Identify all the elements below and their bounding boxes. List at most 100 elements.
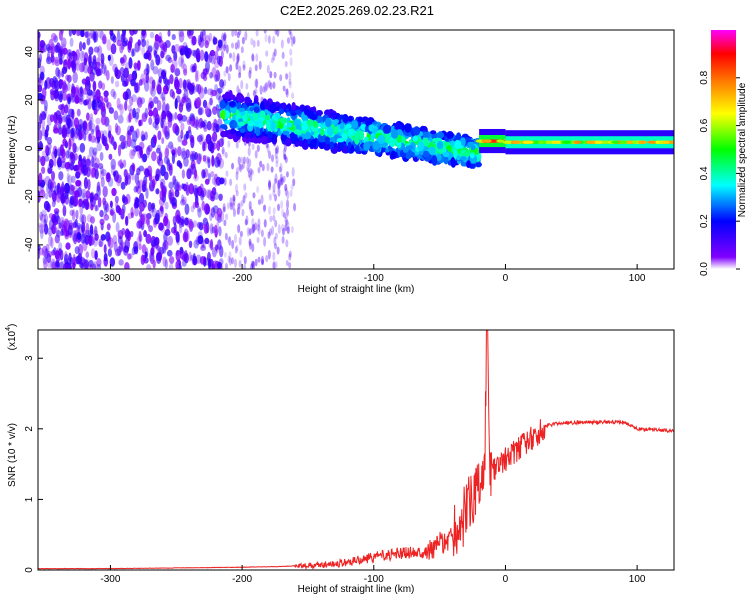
heatmap-cell xyxy=(404,123,412,133)
heatmap-cell xyxy=(38,92,43,101)
heatmap-cell xyxy=(196,50,200,63)
heatmap-cell xyxy=(276,246,280,255)
colorbar-tick-label: 0.4 xyxy=(699,166,710,180)
heatmap-cell xyxy=(185,97,192,110)
heatmap-cell xyxy=(212,260,218,268)
heatmap-cell xyxy=(103,252,108,262)
heatmap-cell xyxy=(215,69,221,82)
heatmap-cell xyxy=(105,172,111,183)
heatmap-cell xyxy=(46,253,52,264)
heatmap-cell xyxy=(200,134,205,142)
heatmap-cell xyxy=(100,114,107,126)
heatmap-cell xyxy=(81,78,87,85)
heatmap-cell xyxy=(272,51,276,61)
heatmap-cell xyxy=(273,178,277,185)
heatmap-cell xyxy=(80,30,85,38)
heatmap-cell xyxy=(351,119,359,129)
heatmap-cell xyxy=(267,79,271,88)
heatmap-cell xyxy=(163,240,169,251)
heatmap-cell xyxy=(230,128,236,135)
heatmap-cell xyxy=(124,101,128,111)
heatmap-cell xyxy=(78,41,83,52)
heatmap-cell xyxy=(240,46,244,54)
heatmap-cell xyxy=(199,255,206,265)
heatmap-cell xyxy=(43,223,49,235)
heatmap-cell xyxy=(228,251,232,260)
heatmap-cell xyxy=(53,192,57,205)
heatmap-cell xyxy=(184,203,190,215)
heatmap-cell xyxy=(48,38,54,51)
heatmap-cell xyxy=(254,88,258,95)
heatmap-cell xyxy=(611,140,620,144)
heatmap-cell xyxy=(51,200,56,208)
heatmap-cell xyxy=(254,64,258,72)
heatmap-cell xyxy=(240,164,244,171)
snr-panel: -300 -200 -100 0 100 0 1 2 3 Height of straight… xyxy=(5,324,675,595)
heatmap-cell xyxy=(209,212,213,222)
heatmap-cell xyxy=(225,213,229,221)
heatmap-cell xyxy=(248,158,252,168)
heatmap-cell xyxy=(164,258,168,269)
heatmap-cell xyxy=(157,68,164,78)
heatmap-cell xyxy=(279,173,283,183)
heatmap-cell xyxy=(70,184,76,192)
heatmap-cell xyxy=(54,59,60,67)
heatmap-cell xyxy=(248,200,252,210)
heatmap-cell xyxy=(417,141,425,152)
heatmap-cell xyxy=(117,104,123,111)
heatmap-cell xyxy=(153,96,159,104)
heatmap-cell xyxy=(247,170,251,178)
heatmap-cell xyxy=(201,240,205,249)
heatmap-cell xyxy=(258,60,262,70)
heatmap-cell xyxy=(232,121,238,129)
heatmap-cell xyxy=(234,30,238,37)
heatmap-cell xyxy=(72,256,77,266)
heatmap-cell xyxy=(146,217,150,226)
heatmap-cell xyxy=(371,128,378,134)
heatmap-cell xyxy=(215,88,221,101)
heatmap-cell xyxy=(94,250,98,260)
heatmap-cell xyxy=(101,133,105,145)
heatmap-cell xyxy=(226,66,230,76)
heatmap-cell xyxy=(234,42,238,50)
heatmap-cell xyxy=(223,219,227,227)
heatmap-cell xyxy=(50,237,54,249)
heatmap-cell xyxy=(221,146,225,155)
heatmap-cell xyxy=(132,48,136,57)
heatmap-cell xyxy=(59,48,64,57)
heatmap-cell xyxy=(79,86,83,94)
heatmap-cell xyxy=(66,100,71,111)
heatmap-cell xyxy=(194,70,199,83)
heatmap-cell xyxy=(159,205,164,212)
heatmap-cell xyxy=(141,30,147,39)
heatmap-cell xyxy=(139,119,143,126)
heatmap-cell xyxy=(198,117,204,129)
heatmap-cell xyxy=(140,78,146,85)
heatmap-cell xyxy=(224,151,228,159)
heatmap-cell xyxy=(222,206,226,213)
heatmap-cell xyxy=(256,144,260,153)
heatmap-cell xyxy=(156,155,161,165)
heatmap-cell xyxy=(48,158,54,169)
heatmap-cell xyxy=(276,179,280,190)
spectrogram-frame xyxy=(37,29,675,270)
heatmap-cell xyxy=(160,117,164,129)
heatmap-cell xyxy=(58,222,62,229)
heatmap-cell xyxy=(155,188,160,195)
heatmap-cell xyxy=(354,131,361,139)
heatmap-cell xyxy=(125,215,129,227)
heatmap-cell xyxy=(54,148,58,159)
heatmap-cell xyxy=(58,242,63,251)
heatmap-cell xyxy=(280,39,284,49)
heatmap-cell xyxy=(413,126,421,136)
heatmap-cell xyxy=(215,123,220,133)
heatmap-cell xyxy=(466,160,471,169)
heatmap-cell xyxy=(108,107,115,114)
heatmap-cell xyxy=(407,151,416,157)
heatmap-cell xyxy=(220,50,224,60)
heatmap-cell xyxy=(573,140,582,144)
heatmap-cell xyxy=(160,50,165,59)
heatmap-cell xyxy=(238,236,242,246)
heatmap-cell xyxy=(285,219,289,226)
heatmap-cell xyxy=(142,213,148,224)
